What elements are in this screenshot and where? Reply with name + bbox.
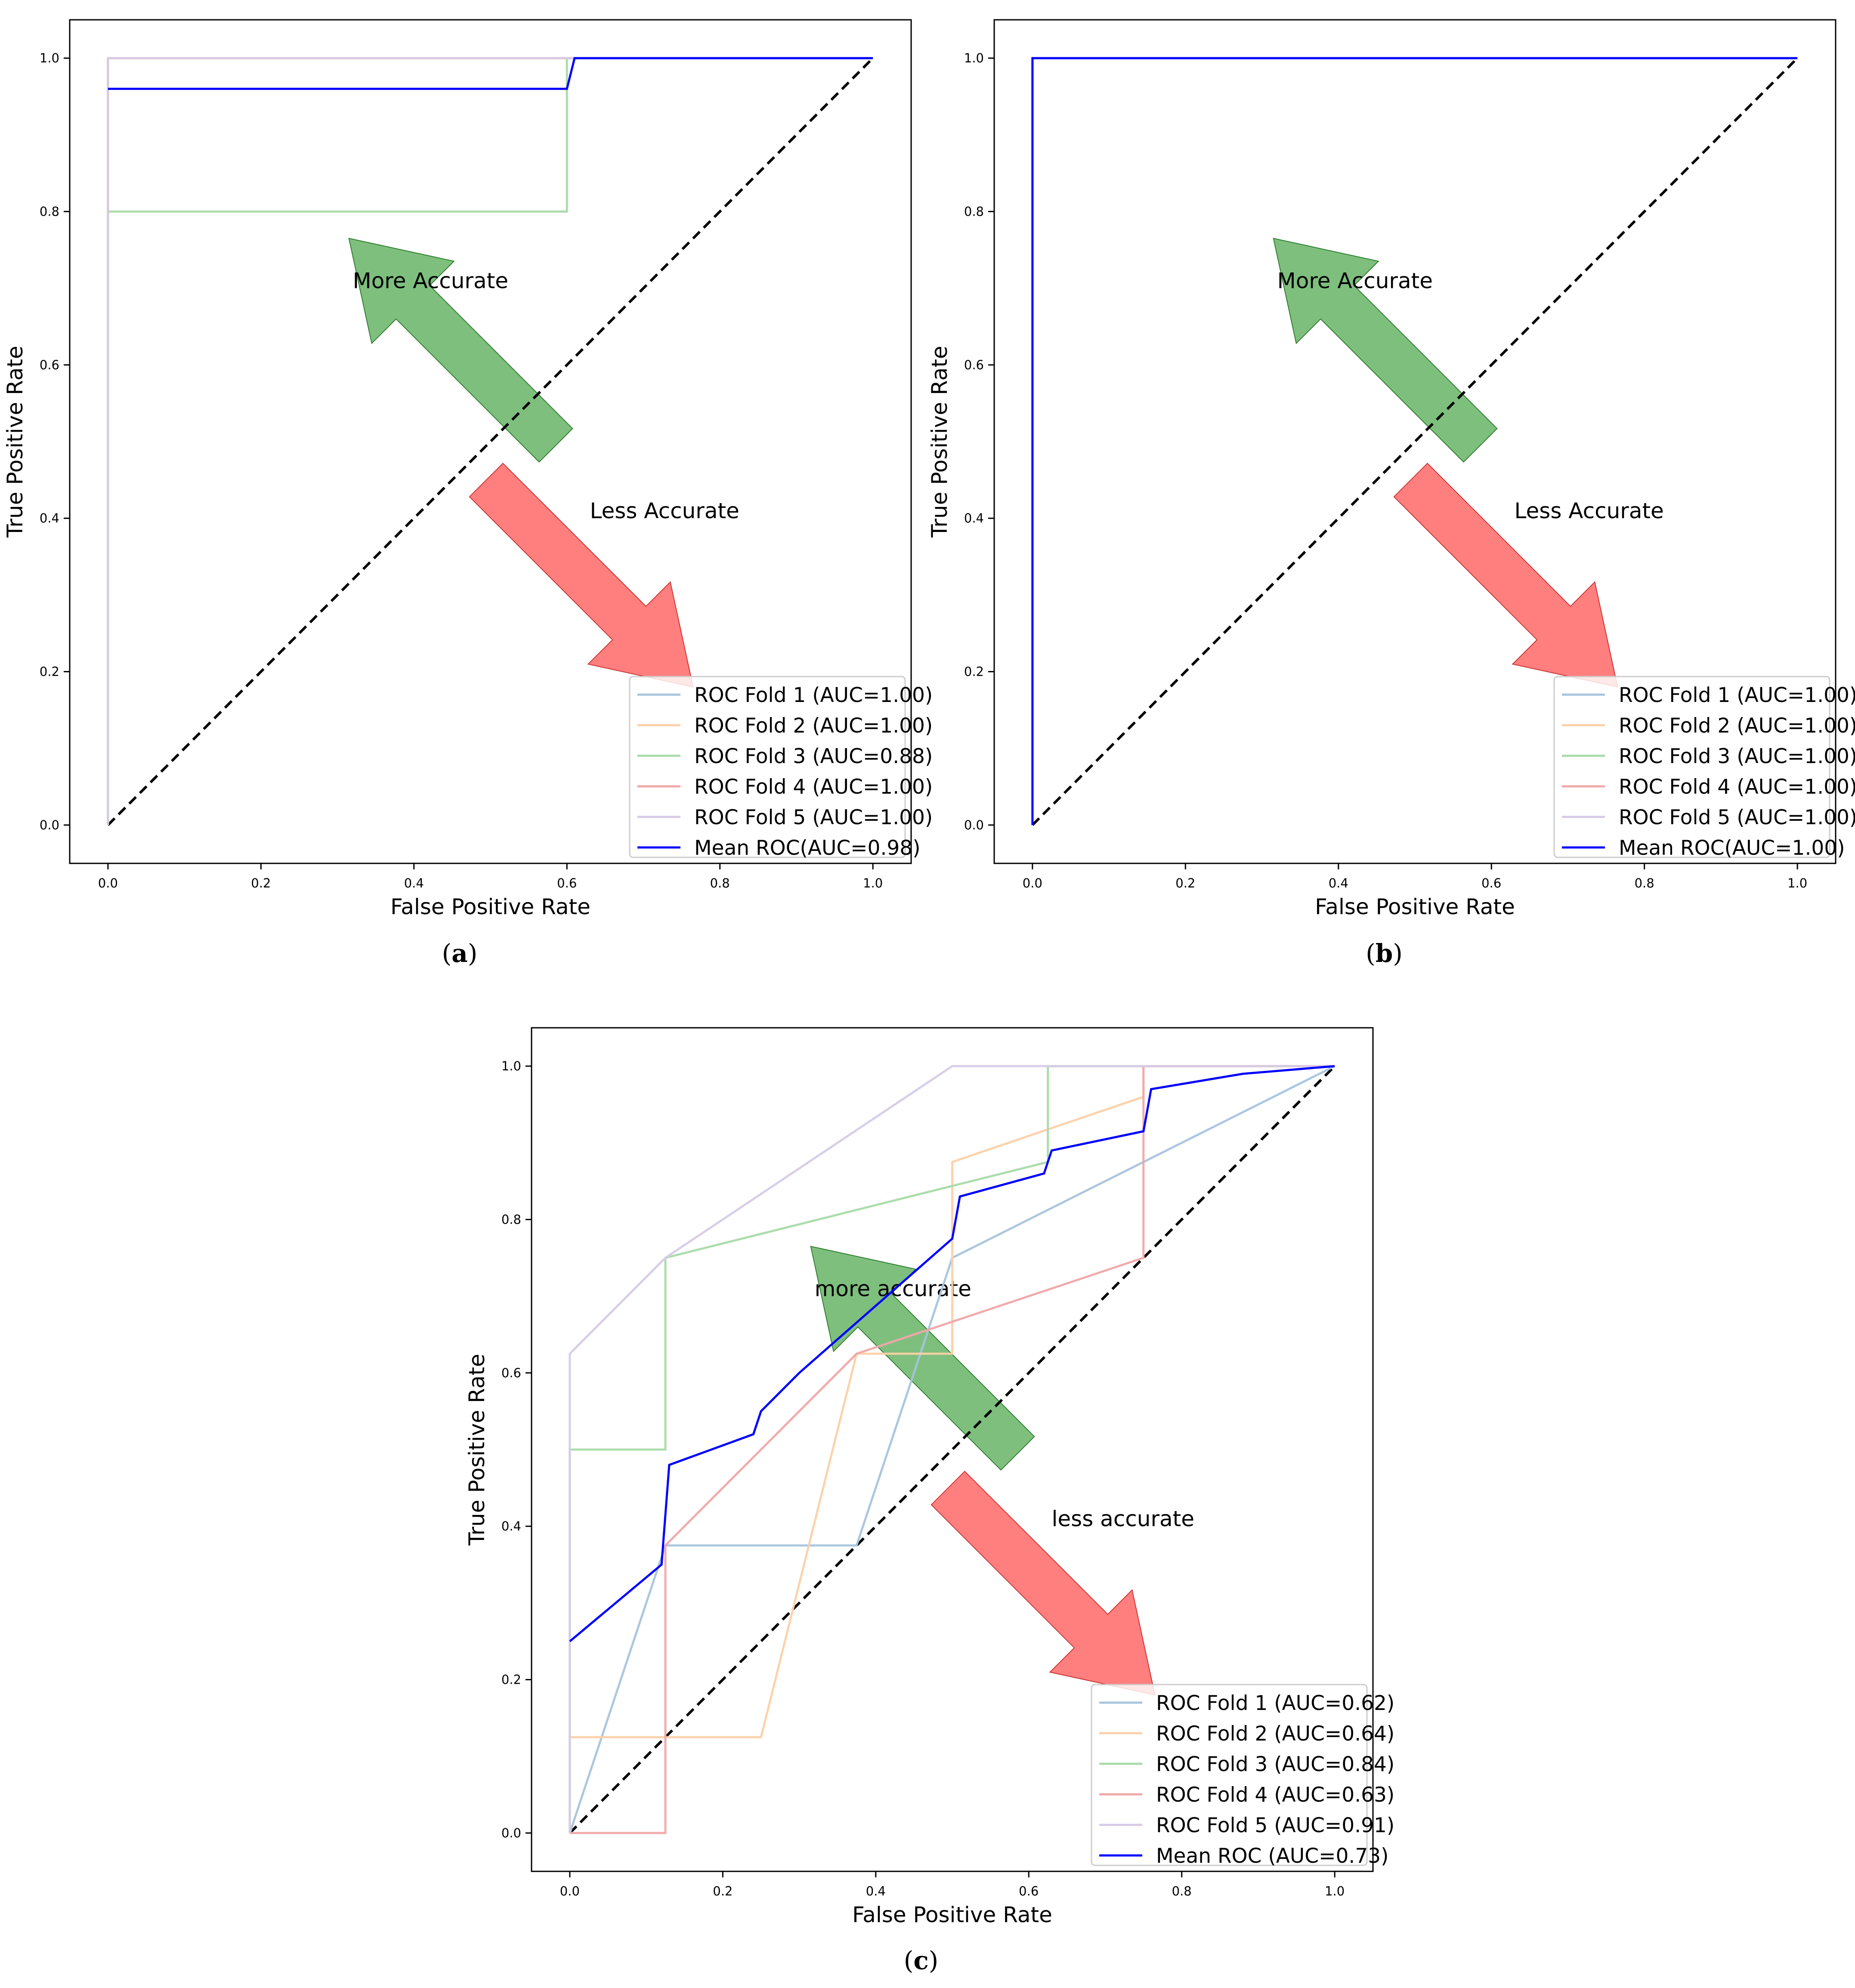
- legend-entry: ROC Fold 4 (AUC=1.00): [694, 775, 933, 799]
- x-tick-label: 0.2: [713, 1884, 733, 1898]
- legend-box: [1091, 1684, 1368, 1866]
- legend-entry: Mean ROC(AUC=1.00): [1619, 836, 1845, 860]
- legend: ROC Fold 1 (AUC=0.62) ROC Fold 2 (AUC=0.6…: [1091, 1684, 1394, 1868]
- y-tick-label: 0.4: [40, 511, 59, 526]
- legend-entry: Mean ROC(AUC=0.98): [694, 836, 921, 860]
- x-tick-label: 0.4: [866, 1884, 886, 1898]
- x-tick-label: 0.0: [560, 1884, 580, 1898]
- mean-roc-line: [1031, 57, 1798, 825]
- mean-roc-line: [569, 1065, 1335, 1642]
- x-tick-label: 0.4: [404, 876, 424, 890]
- y-tick-label: 0.4: [501, 1519, 521, 1534]
- y-tick-label: 0.4: [964, 511, 984, 526]
- legend-box: [629, 676, 906, 858]
- x-axis-label: False Positive Rate: [852, 1902, 1052, 1927]
- caption-open-paren: (: [1366, 939, 1376, 968]
- y-tick-label: 1.0: [40, 51, 59, 65]
- more-accurate-label: More Accurate: [353, 269, 508, 294]
- less-accurate-arrow: [931, 1471, 1156, 1696]
- chart-panel-c: 0.0 0.2 0.4 0.6 0.8 1.0 0.0 0.2 0.4 0.6 0.8 1.0 Fals…: [464, 1027, 1394, 1975]
- legend-entry: ROC Fold 3 (AUC=1.00): [1619, 745, 1855, 768]
- caption-letter: b: [1376, 939, 1393, 968]
- less-accurate-label: Less Accurate: [1515, 498, 1664, 523]
- caption-open-paren: (: [442, 939, 452, 968]
- roc-fold-5-line: [569, 1065, 1335, 1833]
- legend-box: [1553, 676, 1830, 858]
- caption-open-paren: (: [904, 1946, 914, 1975]
- y-axis-label: True Positive Rate: [3, 346, 28, 538]
- legend-entry: ROC Fold 1 (AUC=1.00): [694, 683, 933, 707]
- x-tick-label: 0.6: [557, 876, 577, 890]
- y-axis-label: True Positive Rate: [927, 346, 952, 538]
- x-axis-label: False Positive Rate: [390, 894, 591, 919]
- x-tick-label: 0.8: [1172, 1884, 1192, 1898]
- x-tick-label: 0.2: [1175, 876, 1195, 890]
- legend-entry: ROC Fold 4 (AUC=0.63): [1156, 1783, 1394, 1807]
- y-tick-label: 0.2: [40, 665, 59, 679]
- more-accurate-arrow: [348, 238, 573, 463]
- less-accurate-label: Less Accurate: [590, 498, 739, 523]
- chart-panel-a: 0.0 0.2 0.4 0.6 0.8 1.0 0.0 0.2 0.4 0.6 0.8 1.0 Fals…: [3, 19, 933, 968]
- y-tick-label: 0.2: [964, 665, 984, 679]
- caption-close-paren: ): [1393, 939, 1403, 968]
- chart-panel-b: 0.0 0.2 0.4 0.6 0.8 1.0 0.0 0.2 0.4 0.6 0.8 1.0 Fals…: [927, 19, 1855, 968]
- legend: ROC Fold 1 (AUC=1.00) ROC Fold 2 (AUC=1.0…: [1553, 676, 1855, 860]
- caption-letter: a: [451, 939, 468, 968]
- panel-caption: (c): [904, 1946, 939, 1975]
- x-axis-label: False Positive Rate: [1315, 894, 1515, 919]
- y-tick-label: 0.0: [40, 818, 59, 832]
- x-tick-label: 0.0: [1023, 876, 1042, 890]
- legend-entry: ROC Fold 2 (AUC=0.64): [1156, 1722, 1394, 1746]
- legend-entry: ROC Fold 2 (AUC=1.00): [1619, 714, 1855, 738]
- panel-caption: (a): [442, 939, 478, 968]
- legend-entry: ROC Fold 3 (AUC=0.88): [694, 745, 933, 768]
- legend-entry: ROC Fold 4 (AUC=1.00): [1619, 775, 1855, 799]
- more-accurate-arrow: [1273, 238, 1498, 463]
- y-tick-label: 0.0: [501, 1826, 521, 1840]
- caption-close-paren: ): [929, 1946, 939, 1975]
- x-tick-label: 0.0: [98, 876, 118, 890]
- less-accurate-arrow: [469, 463, 694, 688]
- x-tick-label: 0.2: [251, 876, 271, 890]
- roc-fold-1-line: [569, 1065, 1336, 1833]
- more-accurate-label: more accurate: [815, 1277, 971, 1302]
- y-tick-label: 0.6: [964, 358, 984, 372]
- less-accurate-label: less accurate: [1052, 1506, 1195, 1531]
- x-tick-label: 0.4: [1329, 876, 1348, 890]
- caption-close-paren: ): [468, 939, 478, 968]
- x-tick-label: 1.0: [1787, 876, 1807, 890]
- x-tick-label: 1.0: [1325, 1884, 1345, 1898]
- y-tick-label: 0.8: [501, 1212, 521, 1227]
- y-tick-label: 0.6: [40, 358, 59, 372]
- legend-entry: ROC Fold 5 (AUC=0.91): [1156, 1814, 1394, 1837]
- y-tick-label: 0.6: [501, 1366, 521, 1380]
- x-tick-label: 1.0: [863, 876, 883, 890]
- legend-entry: Mean ROC (AUC=0.73): [1156, 1844, 1388, 1868]
- x-tick-label: 0.8: [1635, 876, 1654, 890]
- y-tick-label: 0.8: [40, 204, 59, 219]
- legend: ROC Fold 1 (AUC=1.00) ROC Fold 2 (AUC=1.0…: [629, 676, 933, 860]
- legend-entry: ROC Fold 5 (AUC=1.00): [694, 806, 933, 829]
- legend-entry: ROC Fold 2 (AUC=1.00): [694, 714, 933, 738]
- panel-caption: (b): [1366, 939, 1403, 968]
- less-accurate-arrow: [1393, 463, 1618, 688]
- legend-entry: ROC Fold 1 (AUC=1.00): [1619, 683, 1855, 707]
- caption-letter: c: [913, 1946, 928, 1975]
- x-tick-label: 0.6: [1019, 1884, 1039, 1898]
- y-tick-label: 1.0: [964, 51, 984, 65]
- more-accurate-label: More Accurate: [1277, 269, 1433, 294]
- legend-entry: ROC Fold 5 (AUC=1.00): [1619, 806, 1855, 829]
- y-tick-label: 1.0: [501, 1059, 521, 1073]
- y-axis-label: True Positive Rate: [464, 1354, 489, 1546]
- legend-entry: ROC Fold 3 (AUC=0.84): [1156, 1753, 1394, 1776]
- legend-entry: ROC Fold 1 (AUC=0.62): [1156, 1691, 1394, 1715]
- y-tick-label: 0.2: [501, 1673, 521, 1687]
- mean-roc-line: [108, 57, 873, 90]
- x-tick-label: 0.6: [1481, 876, 1501, 890]
- x-tick-label: 0.8: [710, 876, 730, 890]
- y-tick-label: 0.0: [964, 818, 984, 832]
- y-tick-label: 0.8: [964, 204, 984, 219]
